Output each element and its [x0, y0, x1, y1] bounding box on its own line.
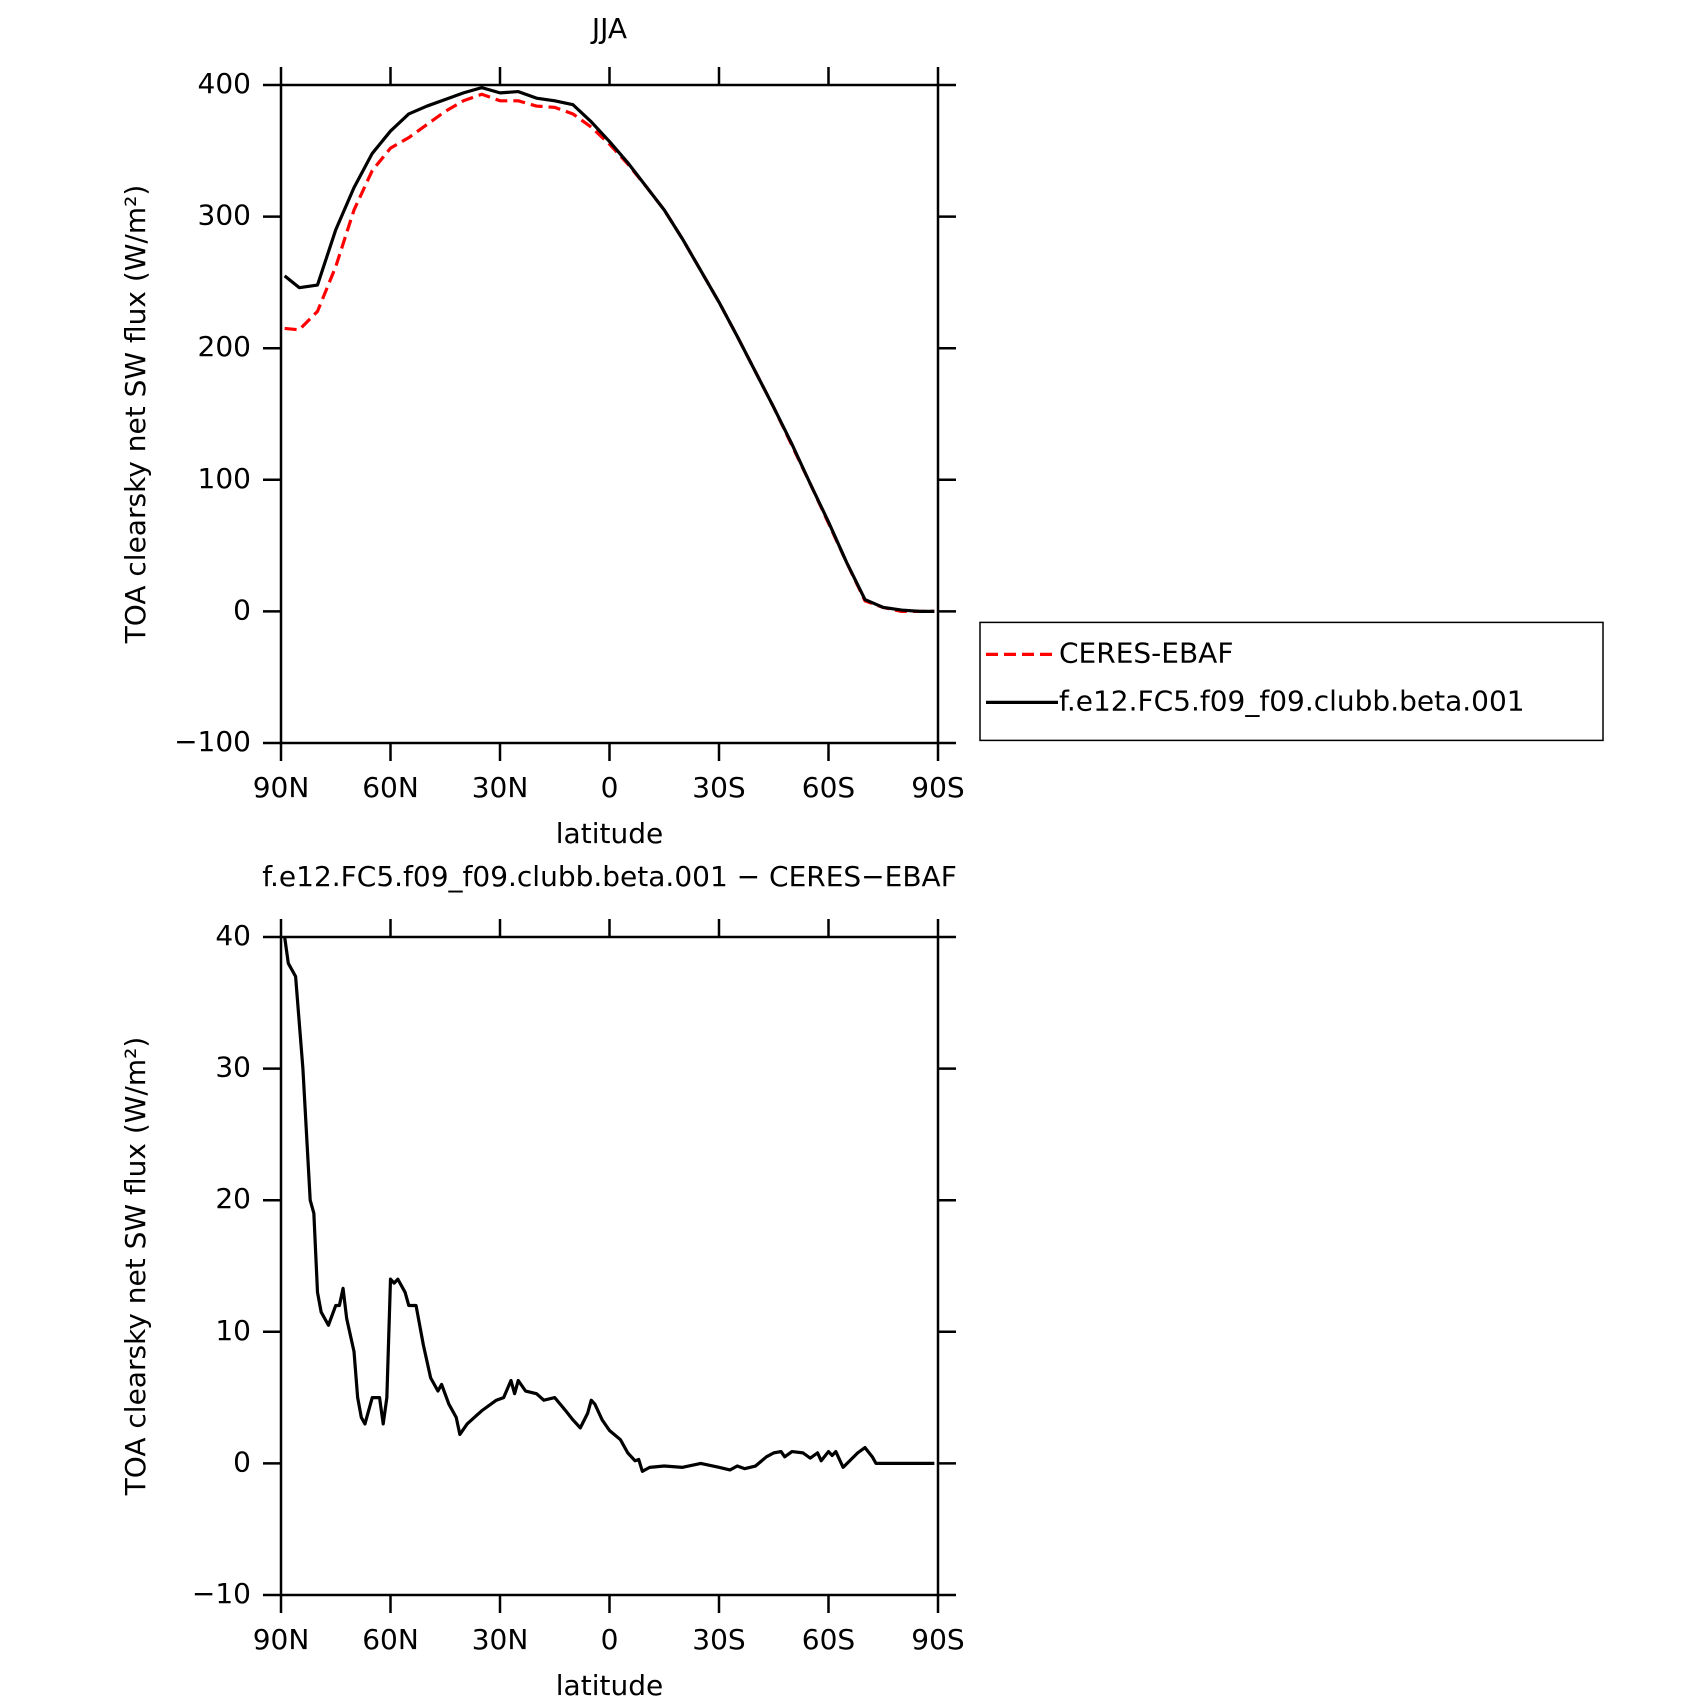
x-tick-label: 0 [601, 1623, 619, 1656]
y-axis-label: TOA clearsky net SW flux (W/m²) [119, 1037, 152, 1497]
x-tick-label: 30S [692, 771, 745, 804]
x-tick-label: 90S [911, 771, 964, 804]
legend-label: f.e12.FC5.f09_f09.clubb.beta.001 [1059, 684, 1525, 717]
y-tick-label: 0 [233, 593, 251, 626]
y-tick-label: 0 [233, 1445, 251, 1478]
y-tick-label: −10 [192, 1577, 251, 1610]
x-axis-label: latitude [556, 1669, 663, 1702]
chart-title: f.e12.FC5.f09_f09.clubb.beta.001 − CERES… [262, 860, 957, 893]
plot-frame [279, 935, 940, 1597]
data-line [283, 86, 935, 613]
x-tick-label: 30S [692, 1623, 745, 1656]
chart-title: JJA [590, 12, 627, 45]
x-tick-label: 60S [802, 771, 855, 804]
x-tick-label: 30N [472, 1623, 529, 1656]
x-tick-label: 90N [253, 1623, 310, 1656]
x-tick-label: 30N [472, 771, 529, 804]
x-tick-label: 0 [601, 771, 619, 804]
y-tick-label: 200 [198, 330, 251, 363]
y-tick-label: 100 [198, 462, 251, 495]
y-tick-label: −100 [174, 725, 251, 758]
x-axis-label: latitude [556, 817, 663, 850]
x-tick-label: 60N [362, 771, 419, 804]
plot-frame [279, 83, 940, 745]
data-line [284, 92, 935, 613]
y-tick-label: 30 [215, 1051, 251, 1084]
legend-box [979, 621, 1604, 742]
y-tick-label: 20 [215, 1182, 251, 1215]
x-tick-label: 60S [802, 1623, 855, 1656]
y-axis-label: TOA clearsky net SW flux (W/m²) [119, 185, 152, 645]
x-tick-label: 60N [362, 1623, 419, 1656]
y-tick-label: 400 [198, 67, 251, 100]
x-tick-label: 90N [253, 771, 310, 804]
x-tick-label: 90S [911, 1623, 964, 1656]
data-line [283, 936, 935, 1473]
y-tick-label: 40 [215, 919, 251, 952]
y-tick-label: 10 [215, 1314, 251, 1347]
y-tick-label: 300 [198, 199, 251, 232]
legend-label: CERES-EBAF [1059, 636, 1233, 669]
